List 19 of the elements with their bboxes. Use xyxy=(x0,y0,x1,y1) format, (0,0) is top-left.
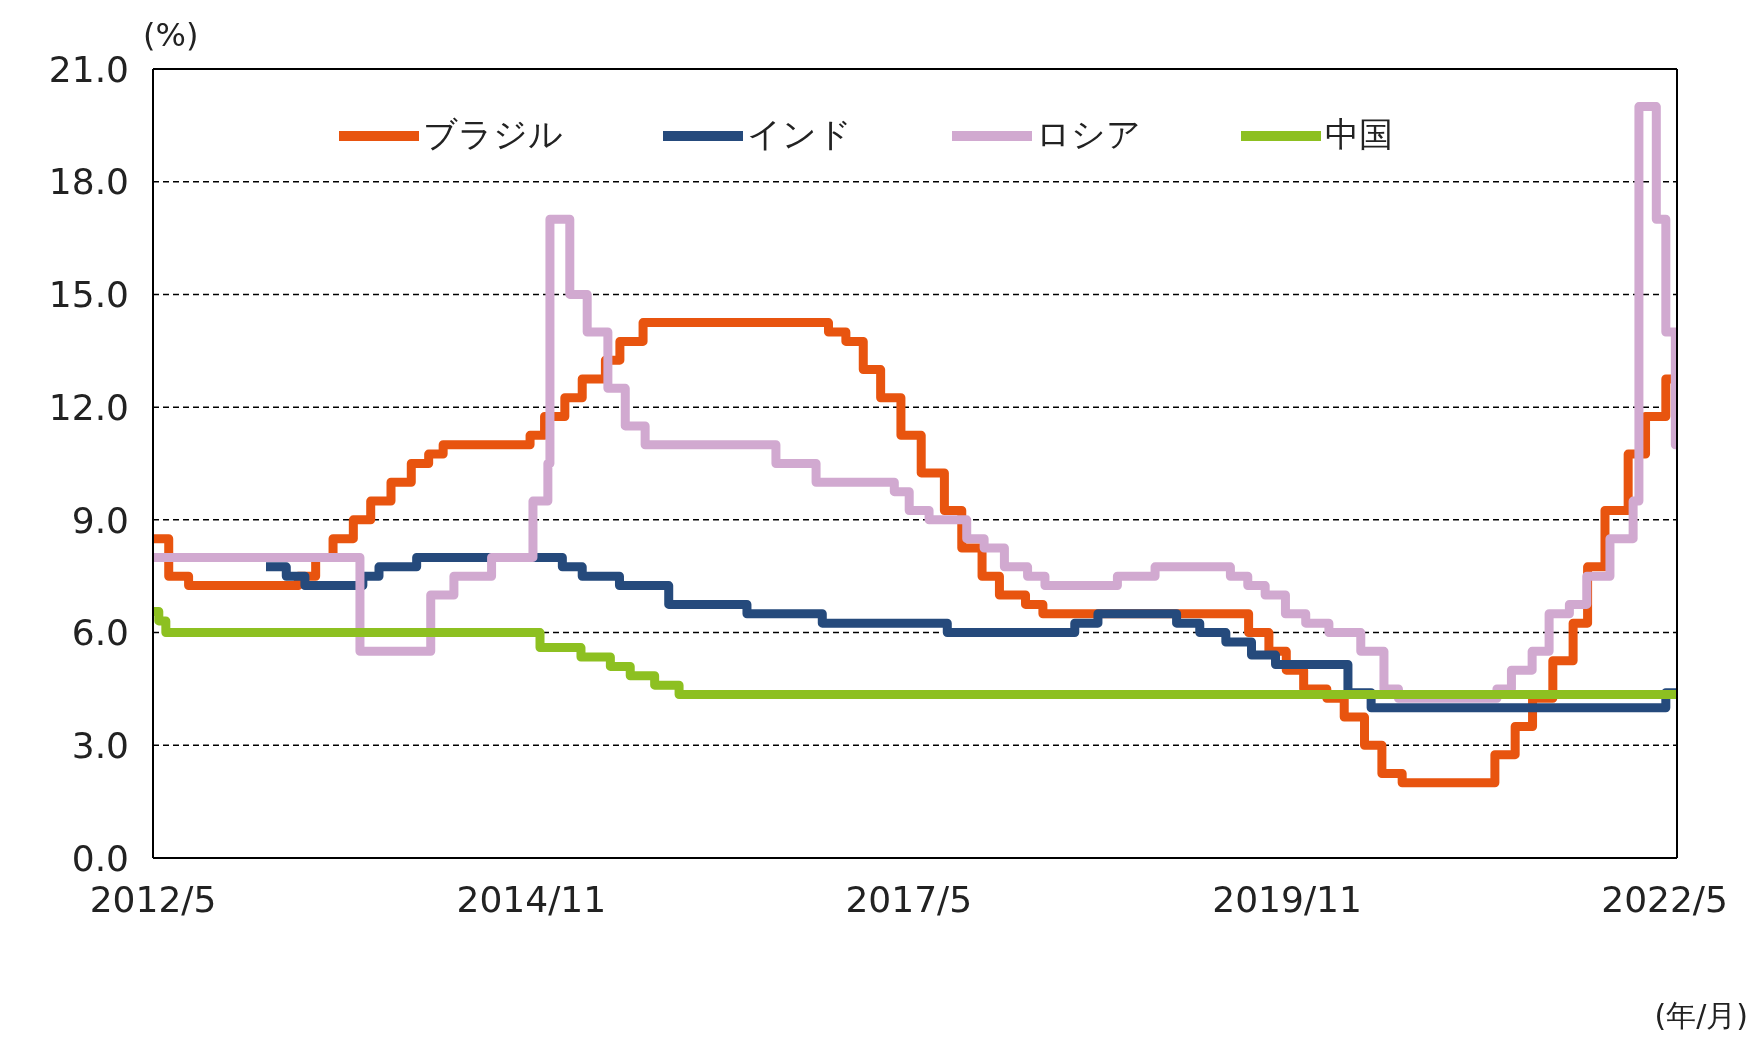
y-tick-label: 9.0 xyxy=(71,499,129,541)
x-tick-label: 2017/5 xyxy=(845,878,973,920)
y-tick-label: 3.0 xyxy=(71,725,129,767)
legend-label: 中国 xyxy=(1324,113,1393,154)
x-tick-label: 2022/5 xyxy=(1601,878,1728,920)
x-axis-title: (年/月) xyxy=(1654,997,1748,1035)
x-tick-label: 2014/11 xyxy=(456,878,607,920)
y-tick-label: 21.0 xyxy=(48,48,129,90)
x-tick-label: 2012/5 xyxy=(89,878,217,920)
y-tick-label: 18.0 xyxy=(48,161,129,203)
x-tick-label: 2019/11 xyxy=(1212,878,1362,920)
legend-label: インド xyxy=(746,113,852,154)
y-tick-label: 15.0 xyxy=(48,274,129,316)
y-axis-title: (%) xyxy=(143,16,199,54)
y-tick-label: 0.0 xyxy=(71,837,129,879)
y-tick-label: 12.0 xyxy=(48,386,129,428)
legend-label: ロシア xyxy=(1035,113,1141,154)
legend-label: ブラジル xyxy=(422,113,563,154)
y-tick-label: 6.0 xyxy=(71,612,129,654)
